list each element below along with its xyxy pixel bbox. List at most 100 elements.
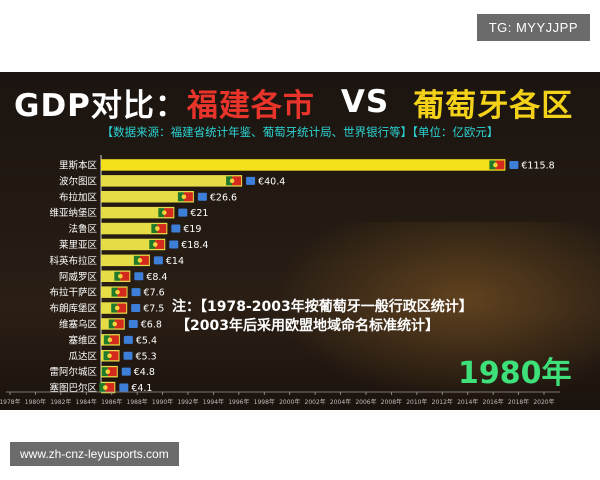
category-label: 莱里亚区 bbox=[59, 239, 98, 251]
flag-emblem bbox=[112, 321, 118, 327]
value-badge bbox=[153, 256, 163, 265]
category-label: 里斯本区 bbox=[59, 159, 98, 171]
value-badge bbox=[169, 240, 179, 249]
flag-emblem bbox=[229, 178, 235, 184]
value-label: €7.5 bbox=[143, 304, 164, 315]
category-label: 法鲁区 bbox=[68, 223, 97, 235]
flag-emblem bbox=[162, 210, 167, 215]
note-line-1: 注：【1978-2003年按葡萄牙一般行政区统计】 bbox=[172, 299, 473, 315]
category-label: 维亚纳堡区 bbox=[49, 207, 97, 219]
category-label: 塞图巴尔区 bbox=[49, 382, 97, 394]
timeline-tick-label: 1982年 bbox=[50, 398, 71, 406]
flag-red bbox=[114, 319, 124, 329]
flag-red bbox=[117, 303, 127, 313]
value-label: €18.4 bbox=[181, 240, 208, 251]
timeline-tick-label: 1998年 bbox=[254, 398, 275, 406]
value-badge bbox=[128, 319, 138, 328]
flag-green bbox=[108, 319, 115, 329]
bar bbox=[101, 175, 243, 187]
value-badge bbox=[509, 160, 519, 169]
value-label: €115.8 bbox=[521, 160, 554, 171]
flag-emblem bbox=[152, 242, 158, 247]
value-label: €21 bbox=[190, 208, 208, 219]
flag-green bbox=[114, 271, 121, 281]
flag-emblem bbox=[118, 273, 123, 279]
flag-green bbox=[158, 208, 165, 218]
title-region-a: 福建各市 bbox=[186, 87, 315, 124]
timeline-tick-label: 1978年 bbox=[0, 398, 21, 406]
value-label: €26.6 bbox=[210, 192, 237, 203]
flag-green bbox=[99, 383, 106, 393]
bar bbox=[101, 238, 166, 251]
timeline-tick-label: 2010年 bbox=[406, 398, 427, 406]
flag-red bbox=[139, 255, 149, 265]
channel-watermark: TG: MYYJJPP bbox=[476, 14, 590, 41]
bar-chart: 里斯本区 €115.8 波尔图区 €40.4 布拉加区 €26.6 维亚纳堡区 €21 法鲁区 €… bbox=[0, 155, 560, 406]
value-badge bbox=[123, 335, 133, 344]
timeline-tick-label: 1980年 bbox=[25, 398, 46, 406]
value-label: €4.1 bbox=[131, 383, 152, 394]
value-label: €5.3 bbox=[136, 351, 157, 362]
flag-emblem bbox=[181, 194, 187, 200]
flag-emblem bbox=[493, 162, 498, 168]
flag-red bbox=[105, 383, 115, 393]
title-vs: VS bbox=[340, 84, 390, 120]
flag-emblem bbox=[115, 289, 120, 295]
timeline-tick-label: 2012年 bbox=[432, 398, 453, 406]
bar bbox=[101, 191, 194, 203]
value-label: €8.4 bbox=[146, 272, 167, 283]
value-badge bbox=[134, 272, 144, 281]
timeline-tick-label: 2006年 bbox=[355, 398, 376, 406]
value-label: €7.6 bbox=[144, 288, 165, 299]
category-label: 维塞乌区 bbox=[59, 318, 98, 330]
value-label: €5.4 bbox=[136, 335, 157, 346]
timeline-tick-label: 2002年 bbox=[305, 398, 326, 406]
flag-red bbox=[117, 287, 127, 297]
timeline-tick-label: 1988年 bbox=[127, 398, 148, 406]
flag-green bbox=[101, 367, 108, 377]
flag-emblem bbox=[137, 258, 143, 263]
flag-green bbox=[226, 176, 233, 186]
value-badge bbox=[171, 224, 181, 233]
flag-green bbox=[177, 192, 184, 202]
flag-red bbox=[155, 239, 165, 249]
flag-red bbox=[120, 271, 130, 281]
flag-red bbox=[232, 176, 242, 186]
timeline-tick-label: 2020年 bbox=[533, 398, 554, 406]
flag-emblem bbox=[103, 385, 108, 390]
bar bbox=[101, 206, 175, 219]
data-source-subtitle: 【数据来源：福建省统计年鉴、葡萄牙统计局、世界银行等】【单位：亿欧元】 bbox=[101, 125, 499, 139]
category-label: 塞维区 bbox=[68, 334, 97, 346]
category-label: 阿威罗区 bbox=[59, 271, 98, 283]
timeline-tick-label: 1986年 bbox=[101, 398, 122, 406]
category-label: 科英布拉区 bbox=[49, 255, 97, 267]
flag-red bbox=[495, 160, 505, 170]
timeline-tick-label: 1990年 bbox=[152, 398, 173, 406]
timeline-tick-label: 2000年 bbox=[279, 398, 300, 406]
video-frame: GDP对比： 福建各市 VS 葡萄牙各区 【数据来源：福建省统计年鉴、葡萄牙统计… bbox=[0, 72, 600, 410]
flag-emblem bbox=[107, 353, 112, 359]
value-label: €40.4 bbox=[258, 176, 285, 187]
timeline-tick-label: 2016年 bbox=[483, 398, 504, 406]
value-badge bbox=[246, 176, 256, 185]
value-badge bbox=[197, 192, 207, 201]
flag-green bbox=[103, 351, 110, 361]
value-label: €19 bbox=[183, 224, 201, 235]
flag-emblem bbox=[105, 369, 111, 374]
flag-red bbox=[109, 351, 119, 361]
category-label: 布朗库堡区 bbox=[49, 303, 97, 315]
category-label: 布拉加区 bbox=[59, 191, 98, 203]
flag-green bbox=[111, 303, 118, 313]
value-badge bbox=[178, 208, 188, 217]
note-block: 注：【1978-2003年按葡萄牙一般行政区统计】 【2003年后采用欧盟地域命… bbox=[172, 298, 473, 336]
value-label: €4.8 bbox=[134, 367, 155, 378]
timeline-tick-label: 1996年 bbox=[228, 398, 249, 406]
bar bbox=[101, 254, 150, 267]
flag-emblem bbox=[155, 226, 160, 231]
flag-green bbox=[111, 287, 118, 297]
title-prefix: GDP对比： bbox=[14, 87, 187, 124]
value-badge bbox=[123, 351, 133, 360]
flag-green bbox=[149, 239, 156, 249]
timeline-tick-label: 1992年 bbox=[177, 398, 198, 406]
value-label: €6.8 bbox=[141, 319, 162, 330]
